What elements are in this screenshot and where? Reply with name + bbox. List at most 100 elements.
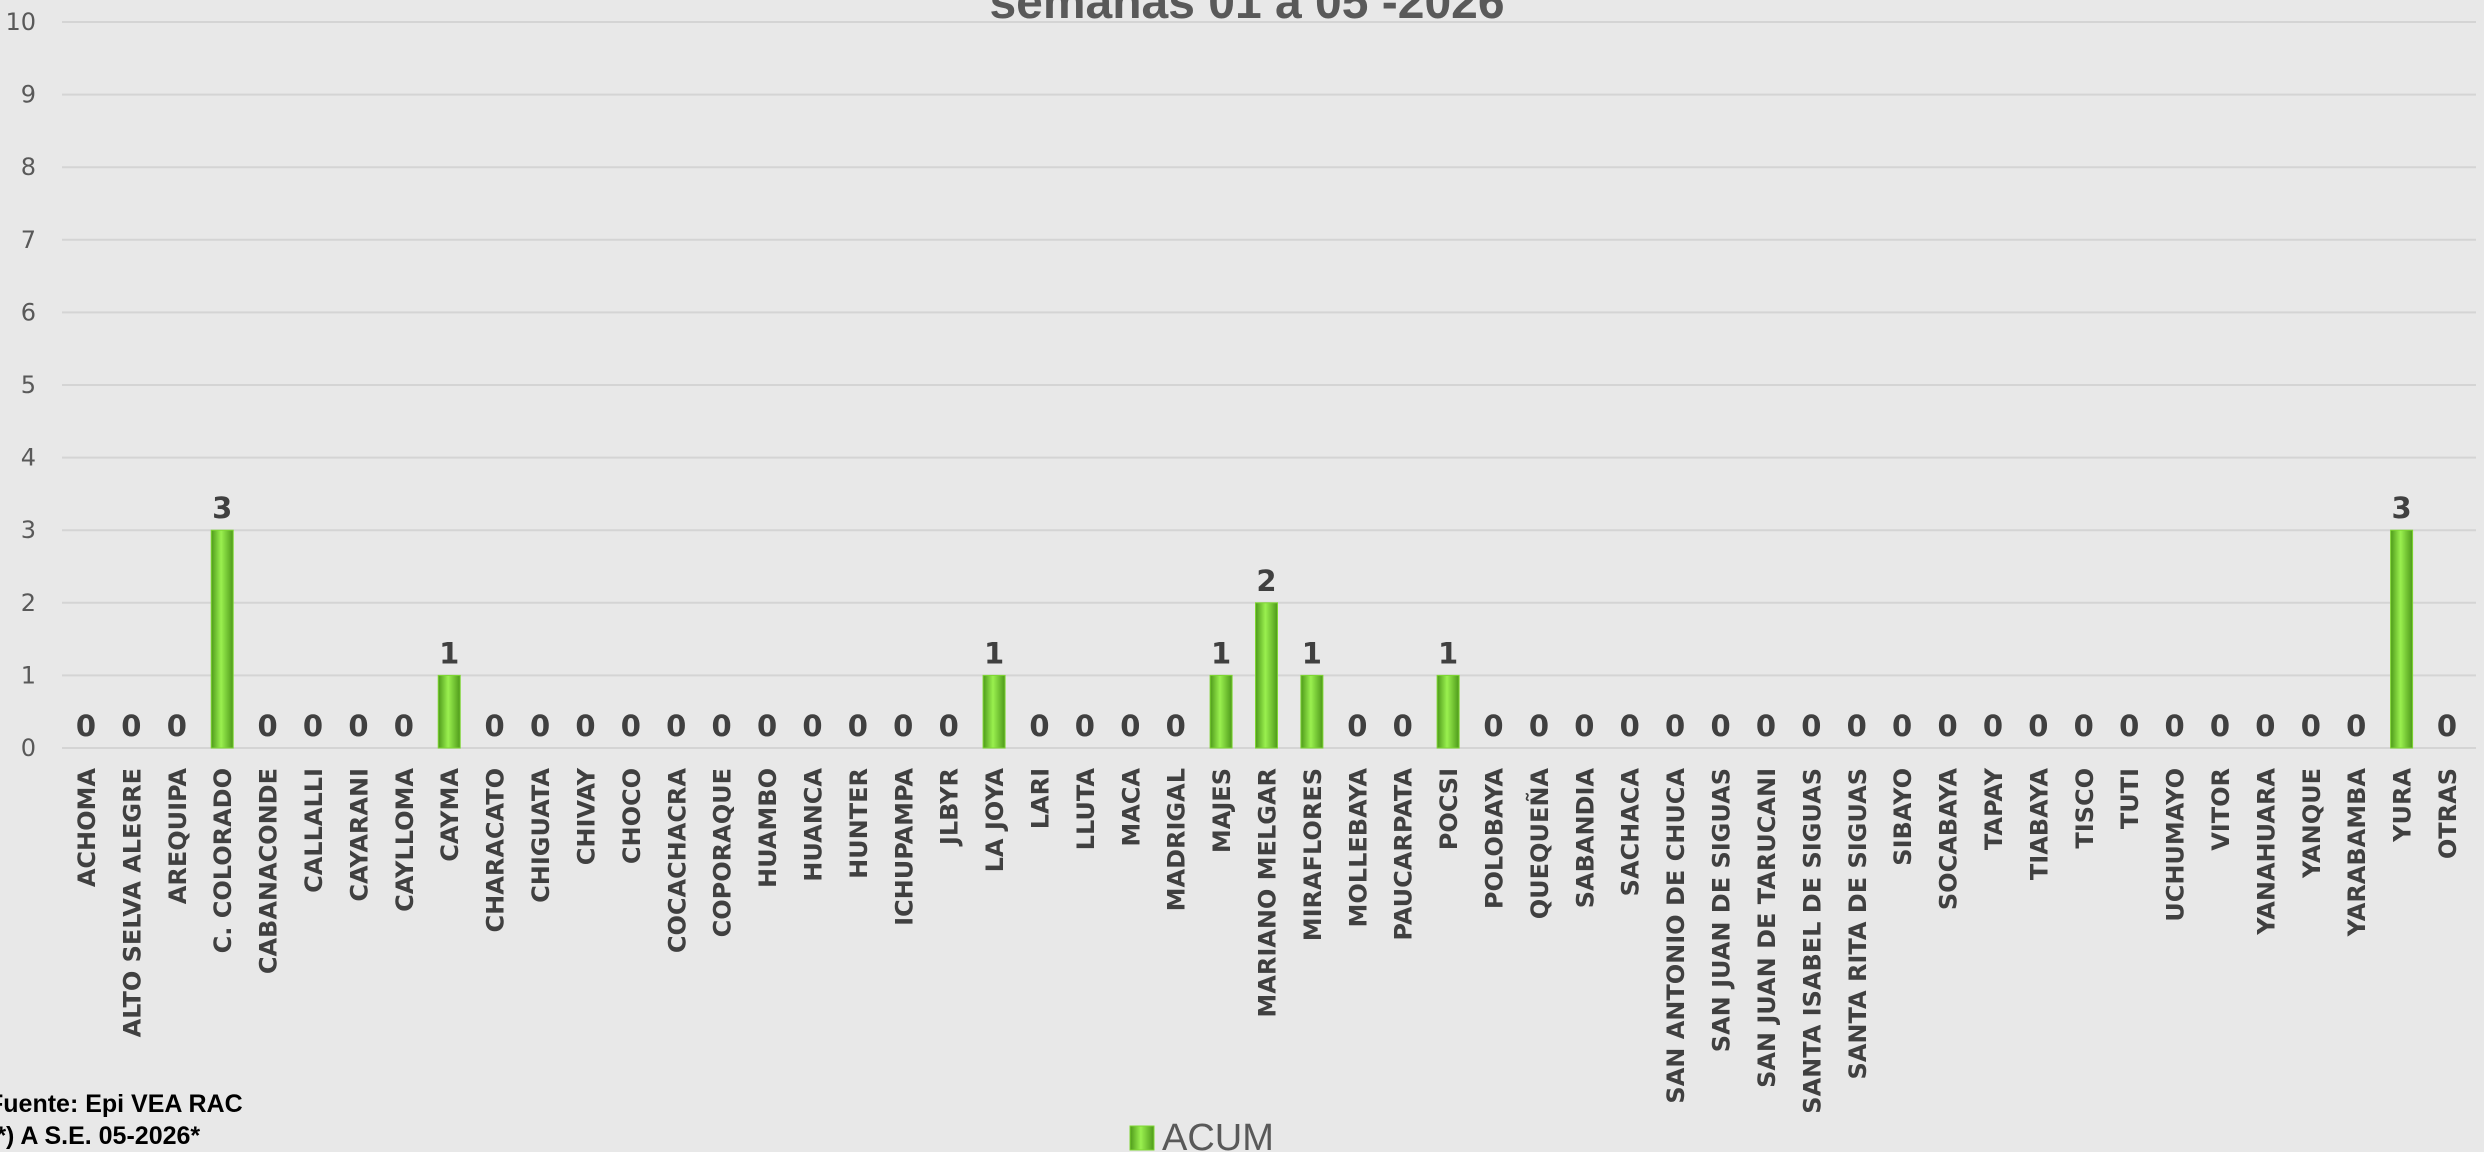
- y-tick-label: 8: [21, 153, 36, 181]
- bar: [1209, 674, 1233, 749]
- data-label: 0: [2119, 709, 2139, 743]
- data-label: 0: [757, 709, 777, 743]
- x-tick-label: TUTI: [2116, 768, 2144, 829]
- x-tick-label: ICHUPAMPA: [890, 768, 918, 926]
- x-tick-label: OTRAS: [2434, 768, 2462, 859]
- footnote: (*) A S.E. 05-2026*: [0, 1122, 200, 1150]
- x-tick-label: POLOBAYA: [1481, 768, 1509, 909]
- x-tick-label: SAN JUAN DE SIGUAS: [1708, 768, 1736, 1052]
- x-tick-label: CALLALLI: [300, 768, 328, 893]
- x-tick-label: MIRAFLORES: [1299, 768, 1327, 941]
- x-tick-label: YANAHUARA: [2252, 768, 2280, 936]
- data-label: 0: [2074, 709, 2094, 743]
- x-tick-label: LLUTA: [1072, 768, 1100, 851]
- data-label: 0: [258, 709, 278, 743]
- data-label: 0: [1710, 709, 1730, 743]
- x-tick-label: SAN ANTONIO DE CHUCA: [1662, 768, 1690, 1104]
- data-label: 0: [1801, 709, 1821, 743]
- data-label: 0: [1347, 709, 1367, 743]
- data-label: 0: [848, 709, 868, 743]
- x-tick-label: MAJES: [1208, 768, 1236, 853]
- bar: [1300, 674, 1324, 749]
- data-label: 0: [802, 709, 822, 743]
- data-label: 0: [893, 709, 913, 743]
- x-tick-label: MOLLEBAYA: [1344, 768, 1372, 928]
- x-tick-label: SANTA ISABEL DE SIGUAS: [1798, 768, 1826, 1114]
- x-tick-label: LA JOYA: [981, 768, 1009, 873]
- x-tick-label: SACHACA: [1617, 768, 1645, 897]
- bar: [1255, 602, 1278, 749]
- y-tick-label: 0: [21, 734, 36, 762]
- data-label: 0: [121, 709, 141, 743]
- x-tick-label: CABANACONDE: [255, 768, 283, 974]
- x-tick-label: HUNTER: [845, 768, 873, 879]
- x-tick-label: UCHUMAYO: [2162, 768, 2190, 922]
- x-tick-label: HUANCA: [799, 768, 827, 882]
- data-label: 0: [1892, 709, 1912, 743]
- x-tick-label: CHIVAY: [572, 767, 600, 865]
- data-label: 0: [621, 709, 641, 743]
- x-tick-label: CHIGUATA: [527, 768, 555, 903]
- data-label: 0: [2255, 709, 2275, 743]
- data-label: 0: [575, 709, 595, 743]
- y-tick-label: 3: [21, 516, 36, 544]
- data-label: 0: [1847, 709, 1867, 743]
- data-label: 0: [1756, 709, 1776, 743]
- data-label: 0: [167, 709, 187, 743]
- x-tick-label: COPORAQUE: [709, 768, 737, 937]
- data-label: 1: [984, 636, 1004, 670]
- bar: [1436, 674, 1460, 749]
- x-tick-label: POCSI: [1435, 768, 1463, 850]
- data-label: 0: [1937, 709, 1957, 743]
- x-tick-label: VITOR: [2207, 768, 2235, 851]
- data-label: 0: [2164, 709, 2184, 743]
- data-label: 1: [1211, 636, 1231, 670]
- y-tick-label: 5: [21, 371, 36, 399]
- chart-title: semanas 01 a 05 -2026: [989, 0, 1504, 29]
- x-tick-label: ACHOMA: [73, 768, 101, 888]
- x-tick-label: TAPAY: [1980, 767, 2008, 850]
- data-label: 0: [2346, 709, 2366, 743]
- bar: [982, 674, 1006, 749]
- x-tick-label: YARABAMBA: [2343, 768, 2371, 938]
- data-label: 3: [212, 491, 232, 525]
- data-label: 0: [1075, 709, 1095, 743]
- x-tick-label: CHARACATO: [482, 768, 510, 932]
- x-tick-label: ALTO SELVA ALEGRE: [118, 768, 146, 1037]
- data-label: 0: [712, 709, 732, 743]
- data-label: 0: [1983, 709, 2003, 743]
- x-tick-label: SAN JUAN DE TARUCANI: [1753, 768, 1781, 1088]
- data-label: 0: [2437, 709, 2457, 743]
- x-tick-label: CAYLLOMA: [391, 768, 419, 912]
- x-tick-label: SABANDIA: [1571, 768, 1599, 909]
- y-tick-label: 10: [5, 8, 36, 36]
- legend-swatch: [1129, 1125, 1155, 1151]
- y-tick-label: 1: [21, 661, 36, 689]
- x-tick-label: YANQUE: [2298, 768, 2326, 879]
- x-tick-label: SOCABAYA: [1935, 768, 1963, 911]
- x-tick-label: COCACHACRA: [663, 768, 691, 954]
- data-label: 0: [2301, 709, 2321, 743]
- data-label: 0: [76, 709, 96, 743]
- x-tick-label: AREQUIPA: [164, 768, 192, 905]
- x-tick-label: CAYARANI: [345, 768, 373, 902]
- data-label: 0: [1029, 709, 1049, 743]
- x-tick-label: CAYMA: [436, 768, 464, 862]
- bar: [2390, 529, 2414, 749]
- y-tick-label: 7: [21, 226, 36, 254]
- x-tick-label: JLBYR: [936, 768, 964, 847]
- legend-label: ACUM: [1162, 1117, 1274, 1152]
- x-tick-label: MARIANO MELGAR: [1254, 768, 1282, 1018]
- y-tick-label: 2: [21, 589, 36, 617]
- data-label: 0: [1166, 709, 1186, 743]
- x-tick-label: QUEQUEÑA: [1525, 768, 1554, 920]
- data-label: 0: [1529, 709, 1549, 743]
- data-label: 0: [530, 709, 550, 743]
- data-label: 2: [1256, 564, 1276, 598]
- data-label: 0: [2210, 709, 2230, 743]
- x-tick-label: SIBAYO: [1889, 768, 1917, 866]
- x-tick-label: LARI: [1026, 768, 1054, 829]
- data-label: 0: [485, 709, 505, 743]
- data-label: 1: [439, 636, 459, 670]
